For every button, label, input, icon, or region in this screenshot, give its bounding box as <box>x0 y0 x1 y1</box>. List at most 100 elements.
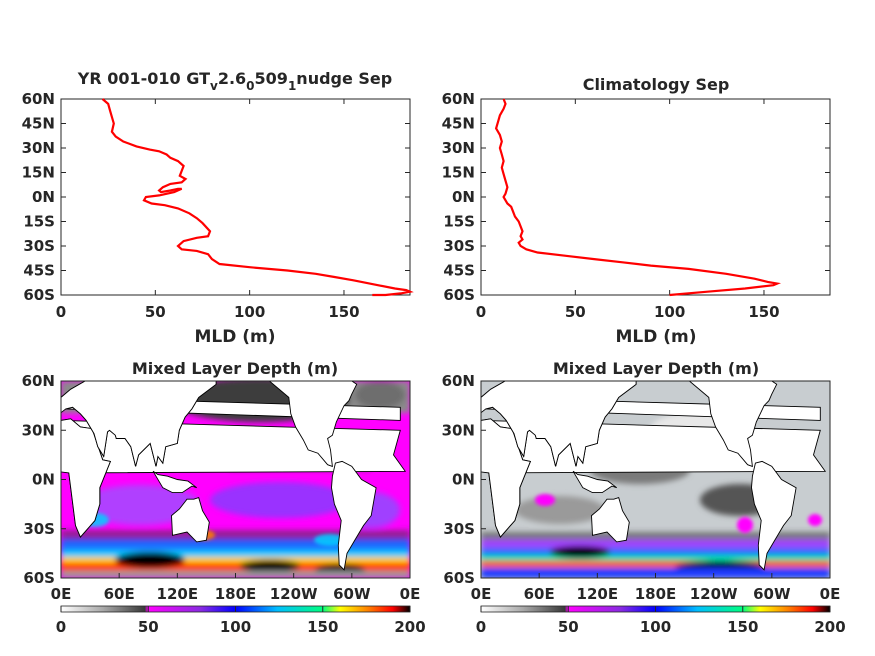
map-1-so-red <box>61 563 410 571</box>
profile-2-xtick-label: 150 <box>748 303 779 321</box>
continent-africa-west <box>61 418 112 538</box>
profile-panel-2: Climatology Sep 60N 45N 30N 15N 0N 15S 30S 45S 6… <box>442 75 831 347</box>
profile-2-ytick-label: 0N <box>452 188 475 206</box>
profile-2-ytick-label: 60S <box>443 286 475 304</box>
map-2-continents <box>481 381 827 571</box>
map-1-so-black-1 <box>115 552 185 568</box>
profile-1-ytick-label: 15N <box>22 164 55 182</box>
title-1-part-6: nudge Sep <box>296 69 392 88</box>
profile-1-xtick-label: 150 <box>328 303 359 321</box>
profile-1-xtick-label: 0 <box>56 303 66 321</box>
map-1-title: Mixed Layer Depth (m) <box>132 359 338 378</box>
map-1-xtick-label: 120E <box>157 585 199 603</box>
map-2-so-blue <box>481 548 830 557</box>
continent-north-america <box>674 381 778 468</box>
map-1-xtick-label: 180E <box>215 585 257 603</box>
colorbar-1-tick-label: 0 <box>56 618 66 636</box>
profile-2-axes-box <box>480 98 831 296</box>
map-1-xtick-label: 0E <box>51 585 72 603</box>
map-2-so-red <box>481 561 830 567</box>
map-2-so-black-1 <box>550 546 610 558</box>
map-panel-2: Mixed Layer Depth (m) <box>442 359 846 636</box>
colorbar-1-tick-label: 200 <box>394 618 425 636</box>
continent-south-america <box>331 460 377 571</box>
profile-2-title: Climatology Sep <box>583 75 730 94</box>
title-1-part-2: 2.6 <box>218 69 246 88</box>
map-2-ytick-label: 30N <box>442 421 475 439</box>
profile-1-ytick-label: 60S <box>23 286 55 304</box>
colorbar-2-tick-label: 0 <box>476 618 486 636</box>
map-1-indian-purple <box>80 485 200 525</box>
profile-2-ytick-label: 60N <box>442 90 475 108</box>
colorbar-2-tick-label: 200 <box>814 618 845 636</box>
map-2-patch-magenta-3 <box>808 514 822 526</box>
profile-1-ytick-label: 45S <box>23 262 55 280</box>
colorbar-1-tick-label: 100 <box>220 618 251 636</box>
profile-2-xtick-label: 50 <box>565 303 586 321</box>
map-1-spac-purple <box>210 482 350 518</box>
profile-2-ytick-label: 30N <box>442 139 475 157</box>
continent-australia <box>591 497 630 543</box>
profile-1-axes-box <box>60 98 411 296</box>
map-2-patch-magenta-1 <box>535 494 555 506</box>
map-1-so-cyan <box>61 550 410 560</box>
title-1-part-3: 0 <box>246 79 254 93</box>
profile-2-ytick-label: 15S <box>443 213 475 231</box>
map-1-ytick-label: 0N <box>32 471 55 489</box>
profile-1-ytick-label: 30S <box>23 237 55 255</box>
continent-europe-asia-west <box>481 381 637 467</box>
map-1-xtick-label: 0E <box>400 585 421 603</box>
continent-europe-asia-west <box>61 381 217 467</box>
profile-1-ytick-label: 60N <box>22 90 55 108</box>
map-2-so-green <box>481 555 830 563</box>
profile-2-xtick-label: 0 <box>476 303 486 321</box>
map-1-continents <box>61 381 407 571</box>
profile-2-series-line <box>494 98 782 297</box>
colorbar-2-tick-label: 100 <box>640 618 671 636</box>
map-2-xtick-label: 60W <box>753 585 791 603</box>
continent-north-america <box>254 381 358 468</box>
profile-2-ytick-label: 45N <box>442 115 475 133</box>
colorbar-2-tick-label: 150 <box>727 618 758 636</box>
continent-africa-west <box>481 418 532 538</box>
map-1-patch-cyan-2 <box>314 534 346 546</box>
map-2-field <box>481 381 830 578</box>
profile-2-ytick-label: 15N <box>442 164 475 182</box>
profile-panel-1: YR 001-010 GTv2.605091nudge Sep 60N45N30… <box>22 69 414 347</box>
map-1-so-yellow <box>61 557 410 567</box>
continent-indonesia <box>572 470 617 494</box>
continent-australia <box>171 497 210 543</box>
colorbar-1-tick-label: 150 <box>307 618 338 636</box>
profile-1-title: YR 001-010 GTv2.605091nudge Sep <box>77 69 392 93</box>
title-1-part-5: 1 <box>288 79 296 93</box>
map-2-ytick-label: 0N <box>452 471 475 489</box>
map-2-xtick-label: 180E <box>635 585 677 603</box>
profile-1-ytick-label: 0N <box>32 188 55 206</box>
map-panel-1: Mixed Layer Depth (m) <box>22 359 426 636</box>
map-2-xtick-label: 120W <box>690 585 738 603</box>
map-2-so-purple <box>481 540 830 550</box>
map-2-sub-dark <box>481 532 830 542</box>
map-2-xtick-label: 0E <box>820 585 841 603</box>
profile-2-ytick-label: 30S <box>443 237 475 255</box>
map-1-xtick-label: 60E <box>104 585 135 603</box>
map-2-ytick-label: 60S <box>443 569 475 587</box>
map-2-ytick-label: 60N <box>442 372 475 390</box>
map-2-xtick-label: 60E <box>524 585 555 603</box>
continent-indonesia <box>152 470 197 494</box>
map-1-xtick-label: 60W <box>333 585 371 603</box>
map-1-so-black-2 <box>240 560 300 572</box>
map-1-natl-gray <box>355 381 405 409</box>
profile-1-ytick-label: 30N <box>22 139 55 157</box>
profile-1-xtick-label: 50 <box>145 303 166 321</box>
map-1-ytick-label: 60S <box>23 569 55 587</box>
continent-south-america <box>751 460 797 571</box>
title-1-part-1: v <box>210 79 218 93</box>
profile-2-ytick-label: 45S <box>443 262 475 280</box>
map-2-xtick-label: 120E <box>577 585 619 603</box>
map-1-ytick-label: 60N <box>22 372 55 390</box>
title-1-part-0: YR 001-010 GT <box>77 69 210 88</box>
map-1-field <box>61 381 410 578</box>
map-1-ytick-label: 30N <box>22 421 55 439</box>
